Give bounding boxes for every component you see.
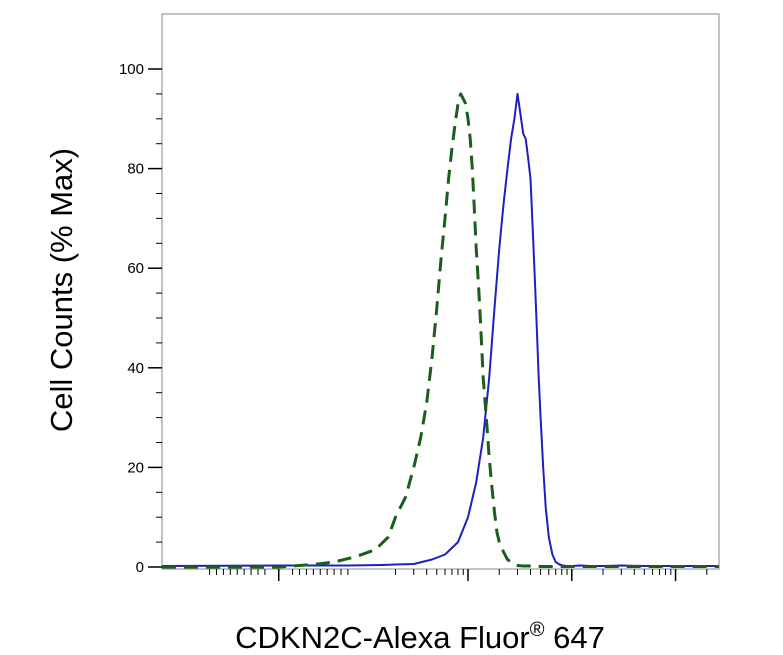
y-tick-label: 0 [136, 559, 144, 576]
x-axis [209, 569, 708, 581]
y-tick-label: 40 [127, 360, 144, 377]
y-tick-label: 60 [127, 260, 144, 277]
y-axis: 0 20 40 60 80 100 [119, 61, 162, 576]
x-axis-title: CDKN2C-Alexa Fluor® 647 [235, 619, 605, 655]
series-layer [161, 92, 719, 569]
x-axis-title-main: CDKN2C-Alexa Fluor [235, 620, 530, 655]
y-tick-label: 20 [127, 459, 144, 476]
x-axis-title-suffix: 647 [544, 620, 604, 655]
series-line-2 [162, 92, 719, 569]
plot-frame [161, 13, 720, 570]
y-axis-title: Cell Counts (% Max) [44, 148, 79, 432]
y-tick-label: 80 [127, 161, 144, 178]
y-tick-label: 100 [119, 61, 144, 78]
x-axis-title-superscript: ® [530, 619, 545, 641]
